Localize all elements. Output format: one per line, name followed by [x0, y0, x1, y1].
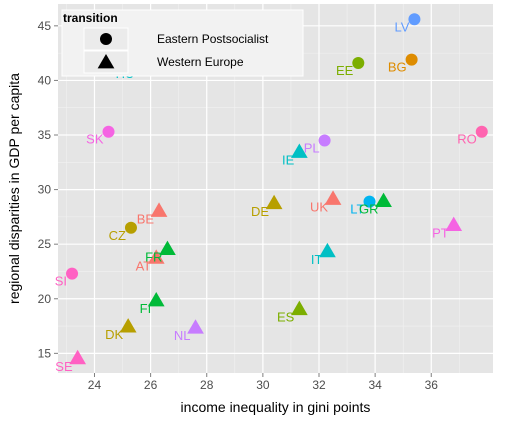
- x-tick-label-36: 36: [425, 378, 439, 392]
- x-tick-label-24: 24: [88, 378, 102, 392]
- point-uk: [324, 190, 342, 205]
- x-tick-label-34: 34: [368, 378, 382, 392]
- point-se: [69, 349, 87, 365]
- x-axis-ticks: 24 26 28 30 32 34 36: [88, 373, 438, 392]
- point-ro: [475, 125, 488, 138]
- legend-triangle-marker: [97, 54, 115, 69]
- y-tick-label-45: 45: [38, 19, 52, 33]
- y-axis-title: regional disparities in GDP per capita: [6, 73, 22, 304]
- point-label-pl: PL: [304, 140, 320, 155]
- y-tick-label-20: 20: [38, 292, 52, 306]
- point-label-gr: GR: [359, 202, 379, 217]
- point-sk: [102, 125, 115, 138]
- data-labels: LVHUEEBGSKPLROLTCZSIIEUKDEGRBEPTFRATITFI…: [55, 19, 477, 374]
- point-label-si: SI: [55, 274, 67, 289]
- point-label-it: IT: [311, 252, 323, 267]
- point-label-ee: EE: [336, 63, 354, 78]
- x-tick-label-26: 26: [144, 378, 158, 392]
- x-tick-label-30: 30: [256, 378, 270, 392]
- point-label-lt: LT: [350, 202, 364, 217]
- point-cz: [124, 221, 137, 234]
- y-axis-ticks: 15 20 25 30 35 40 45: [38, 19, 58, 360]
- legend-circle-marker: [100, 33, 112, 45]
- point-label-fi: FI: [140, 301, 152, 316]
- x-tick-label-32: 32: [312, 378, 326, 392]
- point-label-uk: UK: [310, 199, 328, 214]
- point-label-dk: DK: [105, 327, 123, 342]
- point-ie: [290, 143, 308, 158]
- point-label-lv: LV: [394, 19, 409, 34]
- point-at: [147, 249, 165, 264]
- point-label-pt: PT: [432, 226, 449, 241]
- point-label-se: SE: [55, 359, 73, 374]
- point-dk: [119, 318, 137, 333]
- point-label-nl: NL: [174, 328, 191, 343]
- point-it: [319, 242, 336, 258]
- point-es: [290, 300, 308, 316]
- point-be: [150, 202, 168, 217]
- point-label-bg: BG: [388, 60, 407, 75]
- point-label-fr: FR: [145, 250, 162, 265]
- point-nl: [187, 319, 204, 334]
- point-label-de: DE: [251, 204, 269, 219]
- x-tick-label-28: 28: [200, 378, 214, 392]
- y-tick-label-30: 30: [38, 183, 52, 197]
- legend: transition Eastern Postsocialist Western…: [61, 9, 304, 77]
- point-si: [66, 267, 79, 280]
- data-points: [66, 13, 488, 365]
- point-lv: [408, 13, 421, 26]
- point-lt: [363, 195, 376, 208]
- point-fr: [159, 240, 176, 256]
- point-ee: [352, 56, 365, 69]
- legend-title: transition: [63, 11, 118, 25]
- point-label-cz: CZ: [109, 228, 126, 243]
- point-pl: [318, 134, 331, 147]
- x-axis-title: income inequality in gini points: [181, 399, 371, 415]
- legend-entry-western-europe: Western Europe: [157, 55, 244, 69]
- y-tick-label-15: 15: [38, 346, 52, 360]
- point-label-ie: IE: [282, 152, 295, 167]
- point-label-ro: RO: [457, 132, 477, 147]
- point-de: [265, 194, 283, 210]
- point-label-at: AT: [136, 258, 152, 273]
- point-label-sk: SK: [86, 132, 104, 147]
- legend-entry-eastern-postsocialist: Eastern Postsocialist: [157, 32, 269, 46]
- point-bg: [405, 53, 418, 66]
- point-fi: [147, 291, 165, 307]
- y-tick-label-25: 25: [38, 237, 52, 251]
- point-gr: [375, 192, 392, 208]
- point-label-be: BE: [137, 211, 155, 226]
- point-label-es: ES: [277, 310, 295, 325]
- point-pt: [445, 216, 463, 232]
- y-tick-label-35: 35: [38, 128, 52, 142]
- y-tick-label-40: 40: [38, 73, 52, 87]
